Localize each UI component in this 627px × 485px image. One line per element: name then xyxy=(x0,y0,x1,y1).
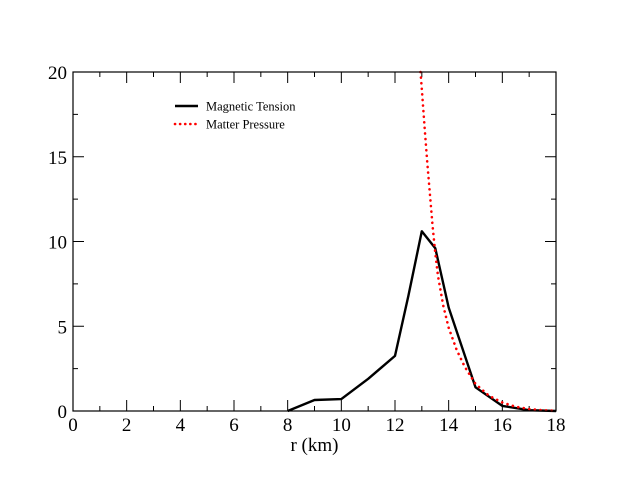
ticks-layer xyxy=(72,71,557,412)
x-tick-label: 18 xyxy=(547,415,566,436)
x-tick-label: 10 xyxy=(332,415,351,436)
plot-frame xyxy=(72,71,557,412)
x-tick-label: 4 xyxy=(176,415,186,436)
series-magnetic-tension xyxy=(287,230,557,413)
labels-layer: 0 2 4 6 8 10 12 14 16 18 0 5 10 15 20 xyxy=(48,63,566,436)
x-tick-label: 6 xyxy=(229,415,239,436)
x-tick-label: 14 xyxy=(439,415,459,436)
y-tick-label: 0 xyxy=(58,402,68,423)
y-tick-label: 20 xyxy=(48,63,67,84)
y-tick-label: 10 xyxy=(48,233,67,254)
x-tick-label: 16 xyxy=(493,415,512,436)
x-tick-label: 2 xyxy=(122,415,132,436)
series-layer xyxy=(287,70,558,413)
series-matter-pressure xyxy=(419,70,558,413)
legend: Magnetic Tension Matter Pressure xyxy=(173,100,296,132)
x-tick-label: 8 xyxy=(283,415,293,436)
legend-label-magnetic-tension: Magnetic Tension xyxy=(206,100,296,114)
y-tick-label: 15 xyxy=(48,148,67,169)
legend-label-matter-pressure: Matter Pressure xyxy=(206,118,285,132)
x-tick-label: 12 xyxy=(386,415,405,436)
x-tick-label: 0 xyxy=(68,415,78,436)
y-tick-label: 5 xyxy=(58,317,68,338)
x-axis-title: r (km) xyxy=(290,435,338,456)
